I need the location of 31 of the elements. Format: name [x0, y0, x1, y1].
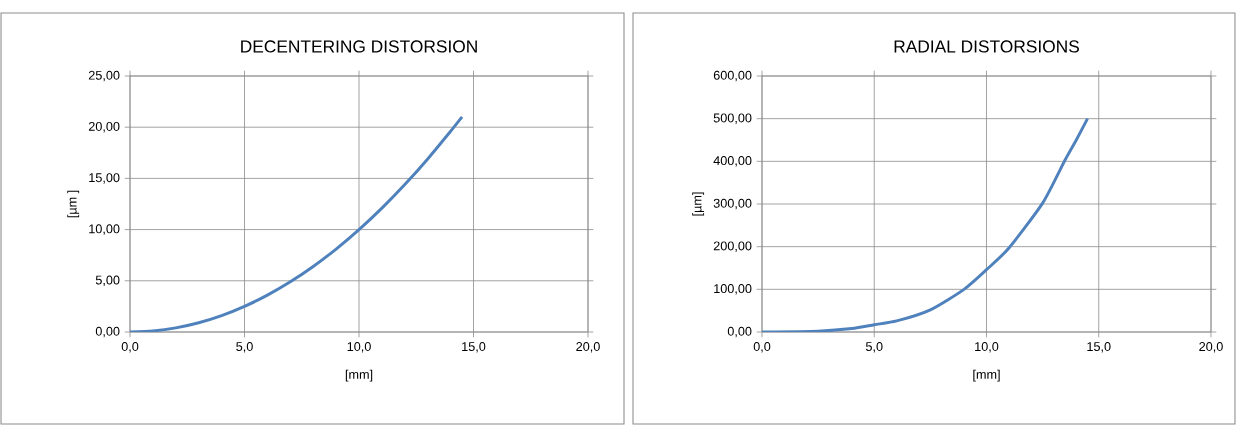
- x-tick-label: 20,0: [1199, 342, 1223, 353]
- y-tick-label: 400,00: [713, 156, 752, 167]
- y-tick-label: 15,00: [89, 173, 120, 184]
- y-tick-label: 0,00: [727, 326, 752, 338]
- chart-title: RADIAL DISTORSIONS: [894, 40, 1079, 53]
- x-tick-label: 15,0: [1087, 342, 1111, 353]
- y-tick-label: 300,00: [713, 198, 752, 210]
- y-axis-title: [µm]: [692, 192, 705, 216]
- y-tick-label: 200,00: [713, 241, 752, 252]
- y-tick-label: 0,00: [95, 326, 120, 338]
- x-tick-label: 5,0: [236, 342, 253, 353]
- x-tick-label: 0,0: [121, 342, 139, 353]
- x-tick-label: 15,0: [462, 342, 486, 353]
- x-tick-label: 10,0: [347, 342, 371, 353]
- y-tick-label: 600,00: [713, 70, 752, 82]
- y-tick-label: 5,00: [95, 275, 120, 287]
- x-axis-title: [mm]: [345, 369, 373, 382]
- x-axis-title: [mm]: [973, 369, 1000, 382]
- y-tick-label: 500,00: [713, 113, 752, 124]
- y-axis-title: [µm ]: [67, 190, 80, 218]
- x-tick-label: 10,0: [975, 342, 999, 353]
- y-tick-label: 25,00: [88, 70, 120, 82]
- x-tick-label: 0,0: [753, 342, 771, 353]
- y-tick-label: 10,00: [89, 224, 120, 235]
- x-tick-label: 20,0: [576, 342, 600, 353]
- line-series: [130, 115, 464, 332]
- y-tick-label: 100,00: [714, 284, 752, 295]
- y-tick-label: 20,00: [88, 121, 120, 133]
- chart-title: DECENTERING DISTORSION: [241, 40, 477, 53]
- x-tick-label: 5,0: [865, 342, 883, 353]
- line-series: [762, 117, 1089, 332]
